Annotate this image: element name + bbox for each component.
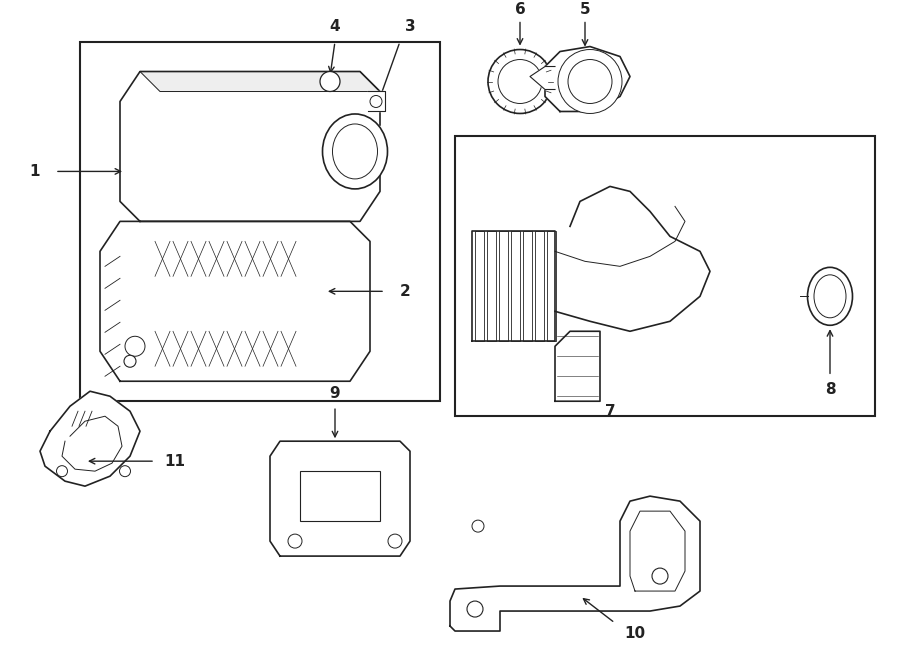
Circle shape (568, 59, 612, 104)
Circle shape (388, 534, 402, 548)
Bar (455, 136, 875, 416)
Bar (523, 231, 532, 341)
Circle shape (498, 59, 542, 104)
Bar (511, 231, 520, 341)
Ellipse shape (807, 267, 852, 325)
Text: 1: 1 (30, 164, 40, 179)
Text: 8: 8 (824, 382, 835, 397)
Ellipse shape (814, 275, 846, 318)
Polygon shape (545, 46, 630, 112)
Text: 3: 3 (405, 19, 415, 34)
Bar (499, 231, 508, 341)
Text: 2: 2 (400, 284, 410, 299)
Text: 7: 7 (605, 404, 616, 418)
Polygon shape (140, 71, 380, 91)
Bar (547, 231, 556, 341)
Text: 5: 5 (580, 2, 590, 17)
Bar (80, 42, 440, 401)
Circle shape (488, 50, 552, 114)
Circle shape (125, 336, 145, 356)
Circle shape (467, 601, 483, 617)
Circle shape (320, 71, 340, 91)
Polygon shape (555, 331, 600, 401)
Circle shape (370, 95, 382, 108)
Polygon shape (450, 496, 700, 631)
Circle shape (472, 520, 484, 532)
Bar (300, 471, 380, 521)
Text: 4: 4 (329, 19, 340, 34)
Text: 6: 6 (515, 2, 526, 17)
Polygon shape (100, 221, 370, 381)
Bar (475, 231, 484, 341)
Circle shape (57, 465, 68, 477)
Polygon shape (530, 67, 555, 89)
Ellipse shape (322, 114, 388, 189)
Bar (487, 231, 496, 341)
Polygon shape (270, 441, 410, 556)
Ellipse shape (332, 124, 377, 179)
Circle shape (124, 355, 136, 368)
Text: 9: 9 (329, 386, 340, 401)
Text: 11: 11 (165, 453, 185, 469)
Circle shape (120, 465, 130, 477)
Polygon shape (320, 126, 390, 167)
Circle shape (652, 568, 668, 584)
Circle shape (288, 534, 302, 548)
Polygon shape (368, 91, 385, 112)
Polygon shape (40, 391, 140, 486)
Text: 10: 10 (625, 625, 645, 641)
Circle shape (558, 50, 622, 114)
Bar (535, 231, 544, 341)
Polygon shape (120, 71, 380, 221)
